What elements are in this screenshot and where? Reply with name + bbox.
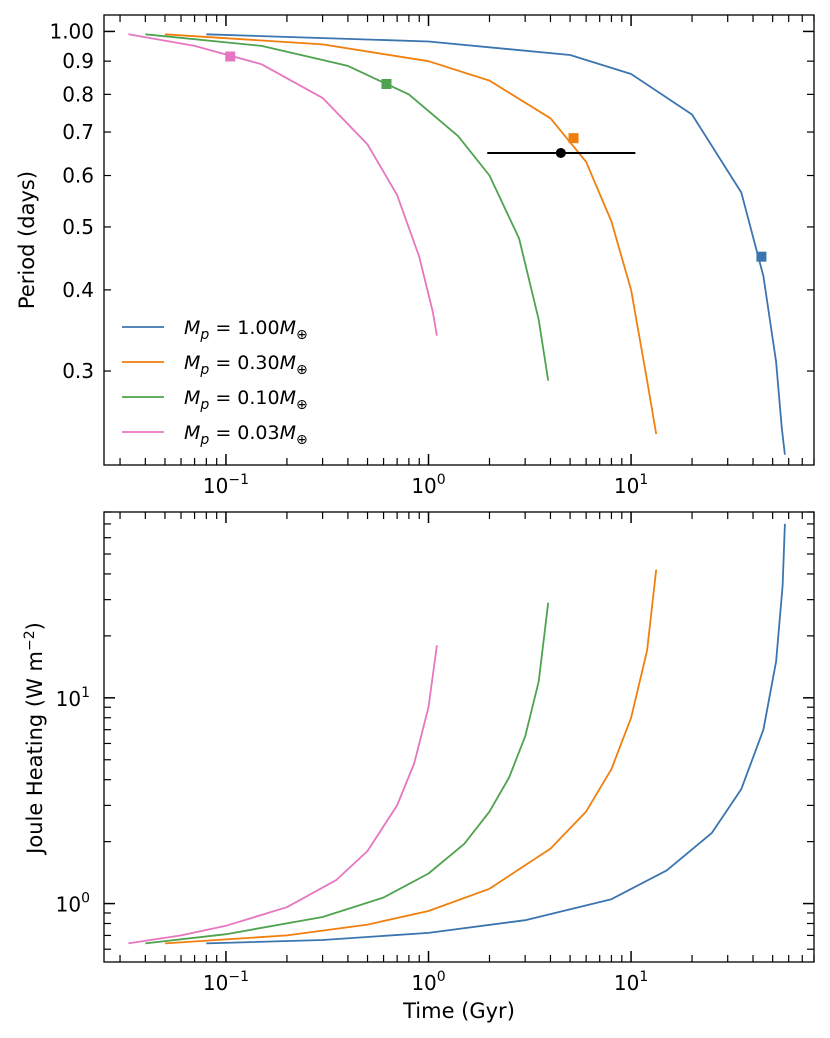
period-chart: 10−1 100 101 1.00 0.9 0.8 0.7 0.6 0.5 0.4 0.3 Peri…: [15, 14, 815, 498]
period-series-line-0.30: [164, 33, 658, 435]
joule-series-line-0.30: [164, 569, 658, 945]
joule-y-tick-label: 101: [56, 685, 90, 711]
period-series-line-1.00: [206, 33, 786, 455]
current-age-marker-0.10: [381, 78, 392, 89]
joule-y-tick-label: 100: [56, 891, 90, 917]
legend-label-1.00: Mp = 1.00M⊕: [184, 317, 308, 343]
period-y-tick-label: 0.8: [62, 82, 94, 106]
current-age-marker-0.03: [225, 51, 236, 62]
legend: Mp = 1.00M⊕ Mp = 0.30M⊕ Mp = 0.10M⊕ Mp = 0.…: [122, 317, 308, 448]
legend-label-0.10: Mp = 0.10M⊕: [184, 387, 308, 413]
joule-series-line-1.00: [206, 523, 786, 945]
period-y-tick-label: 0.3: [62, 359, 94, 383]
current-age-marker-1.00: [756, 251, 767, 262]
joule-x-tick-label: 10−1: [203, 969, 249, 995]
period-series-line-0.10: [145, 33, 550, 381]
legend-label-0.30: Mp = 0.30M⊕: [184, 352, 308, 378]
period-x-tick-label: 101: [614, 472, 648, 498]
legend-label-0.03: Mp = 0.03M⊕: [184, 422, 308, 448]
period-y-tick-label: 0.7: [62, 120, 94, 144]
period-y-tick-label: 1.00: [49, 19, 94, 43]
period-y-axis-label: Period (days): [15, 171, 39, 309]
joule-axes-frame: [103, 511, 815, 963]
period-y-tick-label: 0.6: [62, 164, 94, 188]
x-axis-label: Time (Gyr): [402, 999, 515, 1023]
joule-series-line-0.10: [145, 602, 550, 945]
period-y-tick-label: 0.5: [62, 215, 94, 239]
period-series-line-0.03: [128, 33, 438, 336]
joule-y-axis-label: Joule Heating (W m−2): [22, 622, 47, 856]
joule-x-tick-label: 100: [411, 969, 445, 995]
current-age-marker-0.30: [568, 133, 579, 144]
period-x-tick-label: 10−1: [203, 472, 249, 498]
joule-chart: 10−1 100 101 100 101 Joule Heating (W m−2) T…: [22, 511, 815, 1023]
period-axes-frame: [103, 14, 815, 466]
period-y-tick-label: 0.4: [62, 278, 94, 302]
period-y-tick-label: 0.9: [62, 49, 94, 73]
observed-point: [555, 147, 566, 158]
period-x-tick-label: 100: [411, 472, 445, 498]
joule-series-line-0.03: [128, 645, 438, 945]
joule-x-tick-label: 101: [614, 969, 648, 995]
